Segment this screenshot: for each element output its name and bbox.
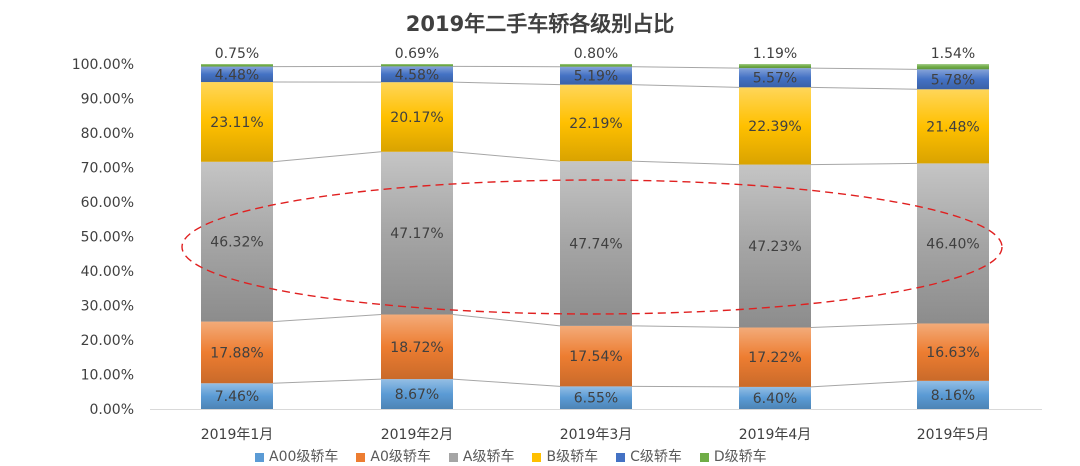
data-label: 1.54% [931, 46, 975, 62]
y-tick-label: 20.00% [81, 333, 134, 349]
y-tick-label: 0.00% [90, 402, 134, 418]
x-tick-label: 2019年1月 [201, 427, 274, 443]
data-label: 5.19% [574, 69, 618, 85]
legend-swatch [532, 453, 541, 462]
data-label: 8.67% [395, 387, 439, 403]
bar-segment [201, 64, 273, 67]
legend-item: C级轿车 [616, 446, 682, 466]
legend-label: C级轿车 [630, 449, 682, 465]
data-label: 22.19% [569, 116, 622, 132]
series-connector-line [811, 68, 917, 69]
legend-swatch [356, 453, 365, 462]
bar-segment [917, 64, 989, 69]
series-connector-line [632, 67, 739, 68]
y-tick-label: 60.00% [81, 195, 134, 211]
y-tick-label: 30.00% [81, 299, 134, 315]
y-tick-label: 10.00% [81, 368, 134, 384]
legend-label: A级轿车 [463, 449, 515, 465]
legend-item: A00级轿车 [255, 446, 338, 466]
data-label: 0.75% [215, 46, 259, 62]
series-connector-line [453, 82, 560, 84]
legend-item: B级轿车 [532, 446, 598, 466]
data-label: 47.17% [390, 226, 443, 242]
data-label: 0.69% [395, 46, 439, 62]
data-label: 4.58% [395, 67, 439, 83]
data-label: 5.57% [753, 71, 797, 87]
data-label: 5.78% [931, 72, 975, 88]
data-label: 6.40% [753, 391, 797, 407]
x-tick-label: 2019年2月 [381, 427, 454, 443]
series-connector-line [632, 161, 739, 164]
data-label: 47.23% [748, 239, 801, 255]
x-tick-label: 2019年4月 [739, 427, 812, 443]
data-label: 8.16% [931, 388, 975, 404]
series-connector-line [273, 379, 381, 383]
data-label: 16.63% [926, 345, 979, 361]
legend: A00级轿车 A0级轿车 A级轿车 B级轿车 C级轿车 D级轿车 [255, 446, 785, 466]
legend-item: A0级轿车 [356, 446, 430, 466]
data-label: 17.54% [569, 349, 622, 365]
series-connector-line [632, 326, 739, 328]
data-label: 4.48% [215, 67, 259, 83]
data-label: 18.72% [390, 340, 443, 356]
legend-swatch [449, 453, 458, 462]
data-label: 1.19% [753, 46, 797, 62]
series-connector-line [453, 152, 560, 161]
chart-title: 2019年二手车轿各级别占比 [0, 8, 1080, 38]
series-connector-line [811, 323, 917, 327]
bar-segment [381, 64, 453, 66]
series-connector-line [632, 386, 739, 387]
legend-swatch [255, 453, 264, 462]
legend-swatch [616, 453, 625, 462]
data-label: 7.46% [215, 389, 259, 405]
data-label: 17.88% [210, 345, 263, 361]
data-label: 0.80% [574, 46, 618, 62]
series-connector-line [811, 381, 917, 387]
legend-swatch [700, 453, 709, 462]
y-tick-label: 80.00% [81, 126, 134, 142]
data-label: 47.74% [569, 237, 622, 253]
data-label: 22.39% [748, 119, 801, 135]
data-label: 20.17% [390, 110, 443, 126]
series-connector-line [453, 379, 560, 386]
series-connector-line [811, 87, 917, 89]
y-tick-label: 90.00% [81, 92, 134, 108]
y-tick-label: 70.00% [81, 161, 134, 177]
data-label: 6.55% [574, 391, 618, 407]
series-connector-line [273, 152, 381, 162]
bar-segment [560, 64, 632, 67]
x-tick-label: 2019年5月 [917, 427, 990, 443]
series-connector-line [811, 163, 917, 164]
data-label: 21.48% [926, 119, 979, 135]
legend-label: A00级轿车 [269, 449, 338, 465]
x-tick-label: 2019年3月 [560, 427, 633, 443]
data-label: 46.32% [210, 235, 263, 251]
series-connector-line [273, 315, 381, 322]
series-connector-line [453, 315, 560, 326]
legend-label: D级轿车 [714, 449, 767, 465]
series-connector-line [632, 85, 739, 88]
data-label: 46.40% [926, 236, 979, 252]
data-label: 23.11% [210, 115, 263, 131]
y-tick-label: 100.00% [72, 57, 134, 73]
y-tick-label: 40.00% [81, 264, 134, 280]
bar-segment [739, 64, 811, 68]
legend-label: A0级轿车 [370, 449, 430, 465]
legend-item: D级轿车 [700, 446, 767, 466]
data-label: 17.22% [748, 350, 801, 366]
legend-item: A级轿车 [449, 446, 515, 466]
legend-label: B级轿车 [546, 449, 598, 465]
y-tick-label: 50.00% [81, 230, 134, 246]
